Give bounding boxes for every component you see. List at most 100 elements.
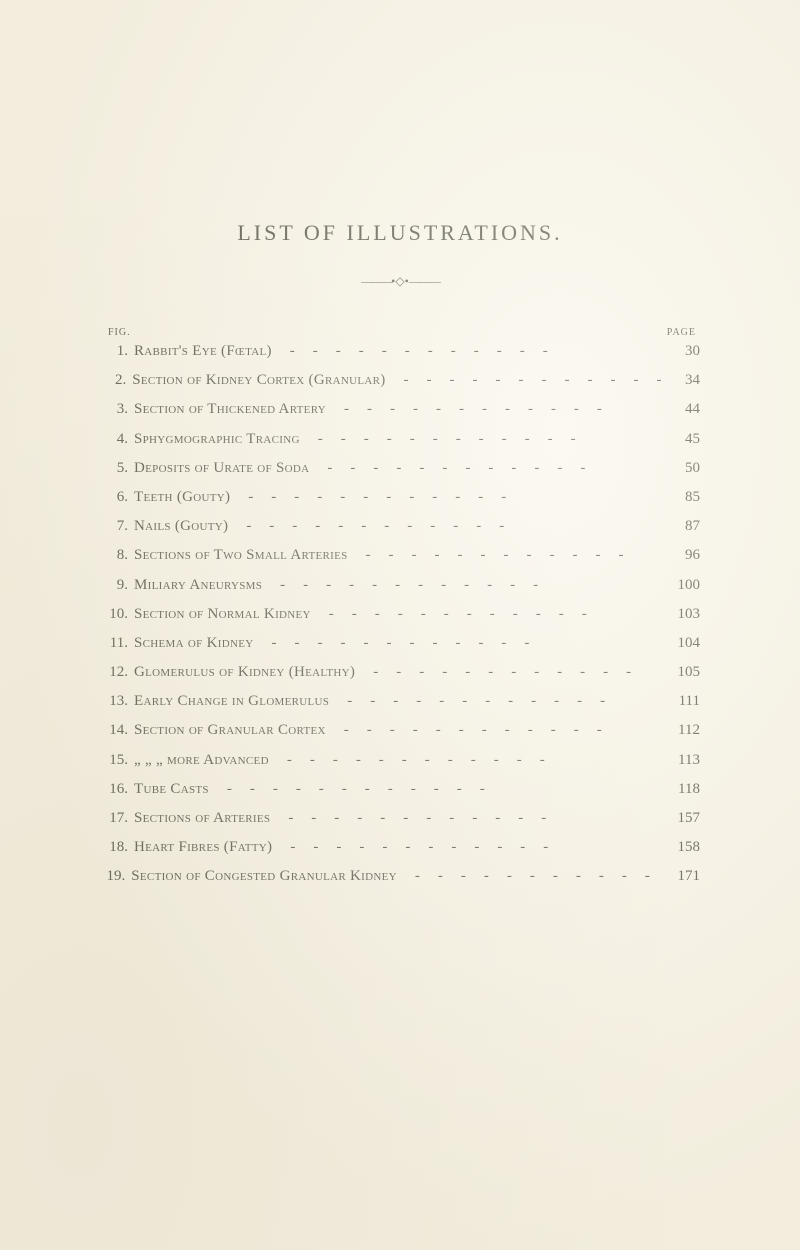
- fig-title: Section of Normal Kidney: [134, 607, 311, 622]
- header-fig: FIG.: [108, 327, 131, 338]
- list-item: 18. Heart Fibres (Fatty) ------------ 15…: [100, 840, 700, 855]
- fig-title: Sphygmographic Tracing: [134, 432, 300, 447]
- list-item: 3. Section of Thickened Artery ---------…: [100, 402, 700, 417]
- leader-dots: ------------: [228, 519, 660, 534]
- fig-title: Section of Congested Granular Kidney: [131, 869, 397, 884]
- page-number: 157: [660, 811, 700, 826]
- fig-number: 11.: [100, 636, 128, 651]
- fig-number: 12.: [100, 665, 128, 680]
- fig-number: 3.: [100, 402, 128, 417]
- fig-number: 15.: [100, 753, 128, 768]
- page-number: 158: [660, 840, 700, 855]
- list-item: 1. Rabbit's Eye (Fœtal) ------------ 30: [100, 344, 700, 359]
- fig-title: Nails (Gouty): [134, 519, 228, 534]
- leader-dots: ------------: [309, 461, 660, 476]
- page-number: 113: [660, 753, 700, 768]
- ornament-dash-left: ———: [361, 274, 391, 288]
- page-number: 104: [660, 636, 700, 651]
- list-item: 5. Deposits of Urate of Soda -----------…: [100, 461, 700, 476]
- list-item: 4. Sphygmographic Tracing ------------ 4…: [100, 432, 700, 447]
- leader-dots: ------------: [397, 869, 664, 884]
- fig-number: 19.: [100, 869, 125, 884]
- page-number: 87: [660, 519, 700, 534]
- page: LIST OF ILLUSTRATIONS. ———•◇•——— FIG. PA…: [0, 0, 800, 1250]
- fig-number: 7.: [100, 519, 128, 534]
- leader-dots: ------------: [262, 578, 660, 593]
- page-number: 45: [660, 432, 700, 447]
- fig-title: Sections of Arteries: [134, 811, 270, 826]
- fig-title: „ „ „ more Advanced: [134, 753, 269, 768]
- list-item: 12. Glomerulus of Kidney (Healthy) -----…: [100, 665, 700, 680]
- leader-dots: ------------: [230, 490, 660, 505]
- fig-number: 6.: [100, 490, 128, 505]
- fig-title: Glomerulus of Kidney (Healthy): [134, 665, 355, 680]
- leader-dots: ------------: [326, 723, 660, 738]
- leader-dots: ------------: [311, 607, 660, 622]
- page-number: 50: [660, 461, 700, 476]
- page-title: LIST OF ILLUSTRATIONS.: [100, 220, 700, 246]
- page-number: 30: [660, 344, 700, 359]
- page-number: 171: [664, 869, 700, 884]
- fig-number: 14.: [100, 723, 128, 738]
- ornament: ———•◇•———: [100, 274, 700, 289]
- page-number: 103: [660, 607, 700, 622]
- header-page: PAGE: [667, 327, 696, 338]
- leader-dots: ------------: [386, 373, 663, 388]
- leader-dots: ------------: [269, 753, 660, 768]
- leader-dots: ------------: [326, 402, 660, 417]
- leader-dots: ------------: [355, 665, 660, 680]
- list-item: 6. Teeth (Gouty) ------------ 85: [100, 490, 700, 505]
- illustration-list: 1. Rabbit's Eye (Fœtal) ------------ 30 …: [100, 344, 700, 884]
- ornament-dash-right: ———: [409, 274, 439, 288]
- list-item: 11. Schema of Kidney ------------ 104: [100, 636, 700, 651]
- leader-dots: ------------: [348, 548, 660, 563]
- list-item: 10. Section of Normal Kidney -----------…: [100, 607, 700, 622]
- fig-title: Rabbit's Eye (Fœtal): [134, 344, 272, 359]
- fig-title: Section of Granular Cortex: [134, 723, 326, 738]
- fig-number: 1.: [100, 344, 128, 359]
- list-item: 13. Early Change in Glomerulus ---------…: [100, 694, 700, 709]
- leader-dots: ------------: [253, 636, 660, 651]
- fig-title: Section of Kidney Cortex (Granular): [132, 373, 385, 388]
- page-number: 100: [660, 578, 700, 593]
- list-item: 7. Nails (Gouty) ------------ 87: [100, 519, 700, 534]
- leader-dots: ------------: [300, 432, 660, 447]
- fig-number: 13.: [100, 694, 128, 709]
- list-item: 16. Tube Casts ------------ 118: [100, 782, 700, 797]
- fig-title: Sections of Two Small Arteries: [134, 548, 348, 563]
- fig-number: 9.: [100, 578, 128, 593]
- fig-number: 5.: [100, 461, 128, 476]
- fig-title: Schema of Kidney: [134, 636, 253, 651]
- page-number: 85: [660, 490, 700, 505]
- leader-dots: ------------: [270, 811, 660, 826]
- fig-title: Section of Thickened Artery: [134, 402, 326, 417]
- fig-number: 2.: [100, 373, 126, 388]
- fig-number: 18.: [100, 840, 128, 855]
- fig-number: 16.: [100, 782, 128, 797]
- column-headers: FIG. PAGE: [100, 327, 700, 338]
- page-number: 112: [660, 723, 700, 738]
- leader-dots: ------------: [209, 782, 660, 797]
- fig-number: 10.: [100, 607, 128, 622]
- page-number: 44: [660, 402, 700, 417]
- page-number: 105: [660, 665, 700, 680]
- list-item: 2. Section of Kidney Cortex (Granular) -…: [100, 373, 700, 388]
- page-number: 118: [660, 782, 700, 797]
- fig-title: Early Change in Glomerulus: [134, 694, 329, 709]
- fig-title: Deposits of Urate of Soda: [134, 461, 309, 476]
- page-number: 34: [662, 373, 700, 388]
- list-item: 19. Section of Congested Granular Kidney…: [100, 869, 700, 884]
- fig-title: Miliary Aneurysms: [134, 578, 262, 593]
- fig-title: Teeth (Gouty): [134, 490, 230, 505]
- leader-dots: ------------: [272, 840, 660, 855]
- fig-title: Heart Fibres (Fatty): [134, 840, 272, 855]
- leader-dots: ------------: [329, 694, 660, 709]
- page-number: 111: [660, 694, 700, 709]
- list-item: 17. Sections of Arteries ------------ 15…: [100, 811, 700, 826]
- fig-number: 8.: [100, 548, 128, 563]
- list-item: 14. Section of Granular Cortex ---------…: [100, 723, 700, 738]
- list-item: 8. Sections of Two Small Arteries ------…: [100, 548, 700, 563]
- fig-number: 17.: [100, 811, 128, 826]
- fig-number: 4.: [100, 432, 128, 447]
- leader-dots: ------------: [272, 344, 660, 359]
